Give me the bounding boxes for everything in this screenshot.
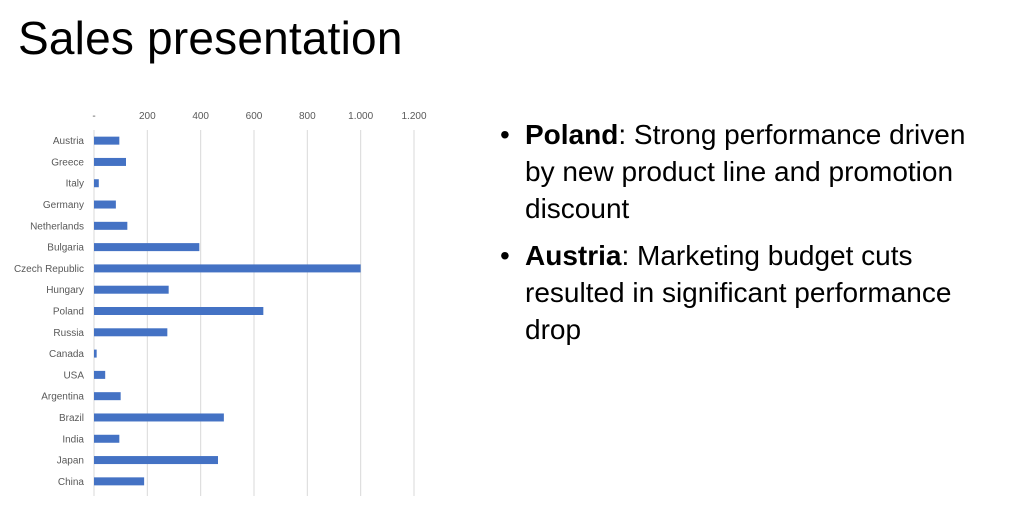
- bullet-list: • Poland: Strong performance driven by n…: [500, 116, 1000, 358]
- bar-russia: [94, 328, 168, 337]
- category-label: Greece: [51, 157, 84, 168]
- x-tick-label: 1.200: [401, 111, 426, 122]
- bullet-bold-label: Austria: [525, 240, 622, 271]
- category-label: India: [62, 434, 84, 445]
- bar-usa: [94, 370, 106, 379]
- category-label: Brazil: [59, 413, 84, 424]
- category-label: Bulgaria: [47, 243, 84, 254]
- category-label: Argentina: [41, 392, 84, 403]
- category-label: USA: [63, 370, 84, 381]
- bullet-text: : Marketing budget cuts resulted in sign…: [525, 240, 952, 345]
- bar-japan: [94, 456, 218, 465]
- x-tick-label: 400: [192, 111, 209, 122]
- x-tick-label: 1.000: [348, 111, 373, 122]
- bullet-bold-label: Poland: [525, 119, 619, 150]
- category-label: Czech Republic: [14, 264, 84, 275]
- bullet-item-poland: • Poland: Strong performance driven by n…: [500, 116, 1000, 227]
- x-tick-label: -: [92, 111, 95, 122]
- bar-czech-republic: [94, 264, 361, 273]
- bullet-dot: •: [500, 119, 510, 150]
- bar-greece: [94, 157, 126, 166]
- bar-china: [94, 477, 145, 486]
- bar-hungary: [94, 285, 169, 294]
- category-label: Hungary: [46, 285, 84, 296]
- bar-argentina: [94, 392, 121, 401]
- bar-poland: [94, 307, 264, 315]
- category-label: Austria: [53, 136, 85, 147]
- category-label: China: [58, 477, 85, 488]
- x-tick-label: 200: [139, 111, 156, 122]
- bar-bulgaria: [94, 243, 200, 252]
- category-label: Germany: [43, 200, 84, 211]
- bar-netherlands: [94, 221, 128, 230]
- x-tick-label: 600: [246, 111, 263, 122]
- bar-brazil: [94, 413, 224, 422]
- category-label: Netherlands: [30, 221, 84, 232]
- bar-chart: - 200 400 600 800 1.000 1.200 Austria Greece Ital…: [14, 111, 427, 496]
- slide-title: Sales presentation: [18, 12, 403, 64]
- category-label: Italy: [66, 179, 84, 190]
- bar-germany: [94, 200, 116, 209]
- bar-india: [94, 434, 120, 443]
- bullet-text: : Strong performance driven by new produ…: [525, 119, 966, 224]
- category-label: Russia: [53, 328, 84, 339]
- bullet-dot: •: [500, 240, 510, 271]
- bar-italy: [94, 179, 99, 188]
- bar-canada: [94, 349, 97, 358]
- category-label: Canada: [49, 349, 84, 360]
- bullet-item-austria: • Austria: Marketing budget cuts resulte…: [500, 237, 1000, 348]
- category-label: Poland: [53, 307, 84, 318]
- x-tick-label: 800: [299, 111, 316, 122]
- category-label: Japan: [57, 456, 84, 467]
- bar-austria: [94, 136, 120, 145]
